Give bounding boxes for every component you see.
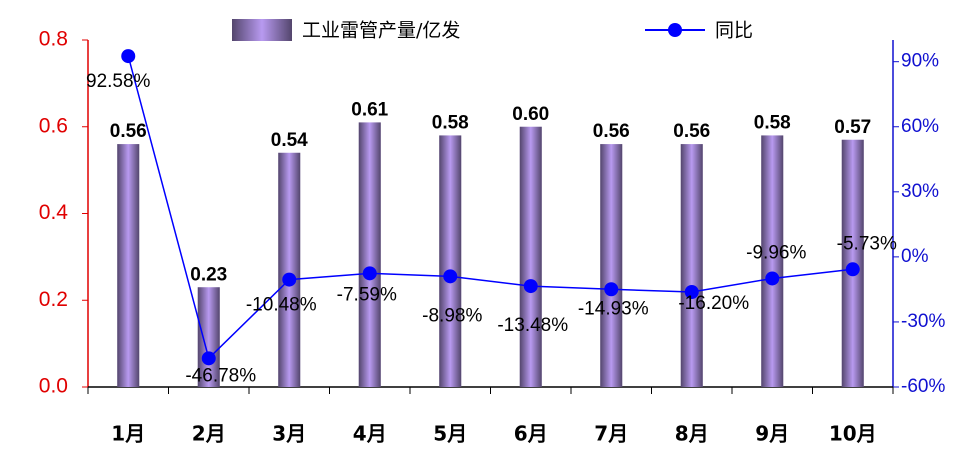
y2-tick-label: 90% <box>901 51 939 72</box>
bar-shade <box>600 144 623 387</box>
line-value-label: -8.98% <box>422 305 482 326</box>
x-tick-label: 9月 <box>755 422 789 446</box>
line-marker <box>362 266 377 281</box>
bar-value-label: 0.60 <box>512 104 549 125</box>
line-value-label: -16.20% <box>678 293 749 314</box>
y-tick-label: 0.8 <box>39 28 68 51</box>
y2-tick-label: -60% <box>901 376 945 397</box>
line-value-label: -13.48% <box>497 315 568 336</box>
legend-label: 同比 <box>715 20 753 42</box>
line-marker <box>765 271 780 286</box>
line-marker <box>201 351 216 366</box>
x-tick-label: 6月 <box>514 422 548 446</box>
bar-shade <box>519 126 542 387</box>
bar-value-label: 0.58 <box>754 112 791 133</box>
y-tick-label: 0.6 <box>39 114 68 137</box>
bar-shade <box>680 144 703 387</box>
x-tick-label: 8月 <box>675 422 709 446</box>
x-tick-label: 3月 <box>272 422 306 446</box>
y2-tick-label: 0% <box>901 246 929 267</box>
y2-tick-label: 60% <box>901 116 939 137</box>
line-value-label: -9.96% <box>746 242 806 263</box>
line-marker <box>523 279 538 294</box>
y2-tick-label: 30% <box>901 181 939 202</box>
bar-value-label: 0.56 <box>593 121 630 142</box>
x-tick-label: 1月 <box>111 422 145 446</box>
line-value-label: -46.78% <box>185 365 256 386</box>
legend-marker <box>668 23 682 37</box>
line-marker <box>282 272 297 287</box>
bar-value-label: 0.57 <box>834 117 871 138</box>
bar-shade <box>358 122 381 387</box>
bar-value-label: 0.61 <box>351 99 388 120</box>
y-tick-label: 0.2 <box>39 288 68 311</box>
x-tick-label: 10月 <box>829 422 877 446</box>
line-value-label: -14.93% <box>578 298 649 319</box>
line-value-label: -7.59% <box>337 284 397 305</box>
bar-shade <box>761 135 784 387</box>
bar-value-label: 0.23 <box>190 264 227 285</box>
bar-shade <box>117 144 140 387</box>
bar-value-label: 0.58 <box>432 112 469 133</box>
x-tick-label: 2月 <box>192 422 226 446</box>
line-marker <box>684 285 699 300</box>
y2-tick-label: -30% <box>901 311 945 332</box>
x-tick-label: 5月 <box>433 422 467 446</box>
legend-bar-shade <box>232 19 292 41</box>
y-tick-label: 0.4 <box>39 201 69 224</box>
bar-shade <box>278 152 301 387</box>
y-tick-label: 0.0 <box>39 375 68 398</box>
legend-label: 工业雷管产量/亿发 <box>302 20 460 42</box>
line-value-label: -10.48% <box>246 295 317 316</box>
bar-value-label: 0.56 <box>110 121 147 142</box>
line-marker <box>845 262 860 277</box>
line <box>127 55 853 360</box>
x-tick-label: 7月 <box>594 422 628 446</box>
line-value-label: -5.73% <box>837 233 897 254</box>
bar-value-label: 0.54 <box>271 130 308 151</box>
bar-value-label: 0.56 <box>673 121 710 142</box>
bar-shade <box>439 135 462 387</box>
line-marker <box>443 269 458 284</box>
line-marker <box>604 282 619 297</box>
line-value-label: 92.58% <box>86 71 151 92</box>
x-tick-label: 4月 <box>353 422 387 446</box>
line-marker <box>121 49 136 64</box>
